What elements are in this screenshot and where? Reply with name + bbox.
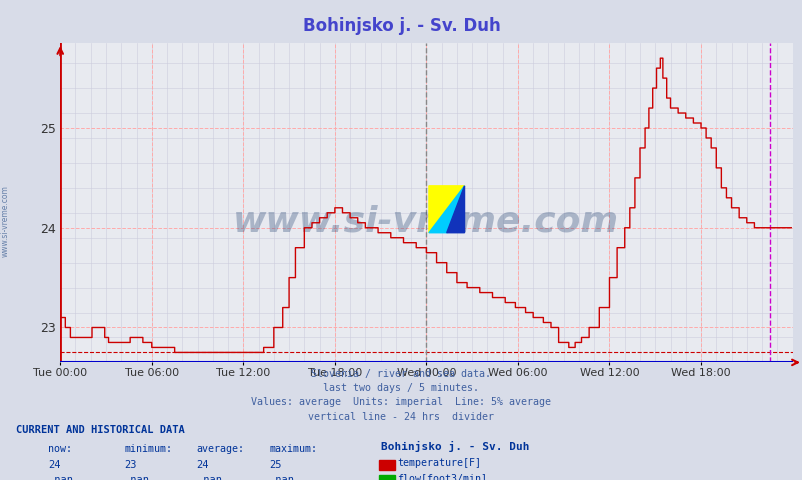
Text: minimum:: minimum: [124,444,172,454]
Text: Bohinjsko j. - Sv. Duh: Bohinjsko j. - Sv. Duh [381,441,529,452]
Text: 25: 25 [269,459,282,469]
Text: now:: now: [48,444,72,454]
Text: -nan: -nan [48,475,73,480]
Text: -nan: -nan [196,475,221,480]
Text: vertical line - 24 hrs  divider: vertical line - 24 hrs divider [308,412,494,422]
Polygon shape [428,186,464,233]
Text: 24: 24 [48,459,61,469]
Polygon shape [446,186,464,233]
Text: www.si-vreme.com: www.si-vreme.com [233,205,618,239]
Text: Bohinjsko j. - Sv. Duh: Bohinjsko j. - Sv. Duh [302,17,500,36]
Polygon shape [428,186,464,233]
Text: temperature[F]: temperature[F] [397,457,481,468]
Text: Slovenia / river and sea data.: Slovenia / river and sea data. [311,369,491,379]
Text: Values: average  Units: imperial  Line: 5% average: Values: average Units: imperial Line: 5%… [251,397,551,408]
Text: average:: average: [196,444,245,454]
Text: 24: 24 [196,459,209,469]
Text: -nan: -nan [269,475,294,480]
Text: www.si-vreme.com: www.si-vreme.com [0,185,10,257]
Text: 23: 23 [124,459,137,469]
Text: -nan: -nan [124,475,149,480]
Text: flow[foot3/min]: flow[foot3/min] [397,473,487,480]
Text: last two days / 5 minutes.: last two days / 5 minutes. [323,383,479,393]
Text: CURRENT AND HISTORICAL DATA: CURRENT AND HISTORICAL DATA [16,425,184,435]
Text: maximum:: maximum: [269,444,317,454]
